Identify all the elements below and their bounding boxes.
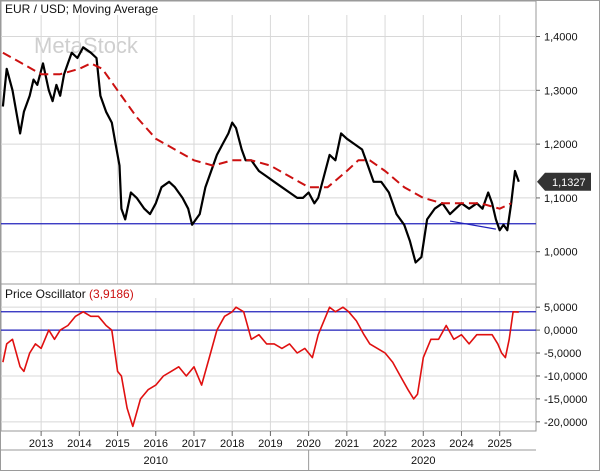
year-label: 2022 xyxy=(373,438,397,450)
year-label: 2015 xyxy=(105,438,129,450)
year-labels: 2013 2014 2015 2016 2017 2018 2019 2020 2021 2022… xyxy=(29,431,512,450)
last-price-label: 1,1327 xyxy=(552,177,586,189)
year-label: 2017 xyxy=(182,438,206,450)
oscillator-line xyxy=(2,306,519,428)
price-panel-title: EUR / USD; Moving Average xyxy=(5,2,159,16)
year-label: 2014 xyxy=(67,438,91,450)
decade-label: 2020 xyxy=(411,455,435,467)
oscillator-series xyxy=(2,306,519,428)
y-tick-label: 1,0000 xyxy=(544,247,578,259)
year-label: 2025 xyxy=(487,438,511,450)
y-tick-label: 1,4000 xyxy=(544,32,578,44)
year-label: 2016 xyxy=(144,438,168,450)
last-price-badge-shape xyxy=(537,172,591,191)
oscillator-plot-area xyxy=(0,283,537,432)
y-tick-label: -20,0000 xyxy=(544,417,587,429)
price-y-axis: 1,4000 1,3000 1,2000 1,1000 1,0000 xyxy=(536,32,578,259)
year-label: 2018 xyxy=(220,438,244,450)
watermark-logo: MetaStock xyxy=(34,33,139,58)
y-tick-label: -10,0000 xyxy=(544,371,587,383)
oscillator-reference-lines xyxy=(1,311,536,331)
y-tick-label: 1,2000 xyxy=(544,139,578,151)
price-reference-lines xyxy=(1,220,536,230)
price-panel: EUR / USD; Moving Average MetaStock 1,40… xyxy=(0,0,591,285)
y-tick-label: 0,0000 xyxy=(544,325,578,337)
oscillator-panel: Price Oscillator (3,9186) 5,0000 0,0000 -5… xyxy=(0,283,587,432)
y-tick-label: -15,0000 xyxy=(544,394,587,406)
oscillator-title: Price Oscillator xyxy=(5,287,86,301)
oscillator-y-axis: 5,0000 0,0000 -5,0000 -10,0000 -15,0000 -20,0… xyxy=(536,302,587,429)
year-label: 2021 xyxy=(335,438,359,450)
decade-label: 2010 xyxy=(144,455,168,467)
year-label: 2024 xyxy=(449,438,473,450)
y-tick-label: 1,1000 xyxy=(544,193,578,205)
year-label: 2013 xyxy=(29,438,53,450)
price-series xyxy=(1,46,520,264)
time-axis: 2013 2014 2015 2016 2017 2018 2019 2020 2021 2022… xyxy=(1,431,536,470)
y-tick-label: 5,0000 xyxy=(544,302,578,314)
last-price-badge: 1,1327 xyxy=(537,172,591,191)
price-plot-area xyxy=(0,0,537,285)
price-line xyxy=(1,46,520,264)
y-tick-label: 1,3000 xyxy=(544,85,578,97)
y-tick-label: -5,0000 xyxy=(544,348,581,360)
oscillator-panel-title: Price Oscillator (3,9186) xyxy=(5,287,134,301)
year-label: 2020 xyxy=(296,438,320,450)
moving-average-line xyxy=(2,51,512,210)
year-label: 2019 xyxy=(258,438,282,450)
trend-line xyxy=(449,220,496,230)
year-label: 2023 xyxy=(411,438,435,450)
price-gridlines xyxy=(1,15,536,284)
oscillator-current-value: (3,9186) xyxy=(89,287,134,301)
decade-labels: 2010 2020 xyxy=(144,450,436,470)
